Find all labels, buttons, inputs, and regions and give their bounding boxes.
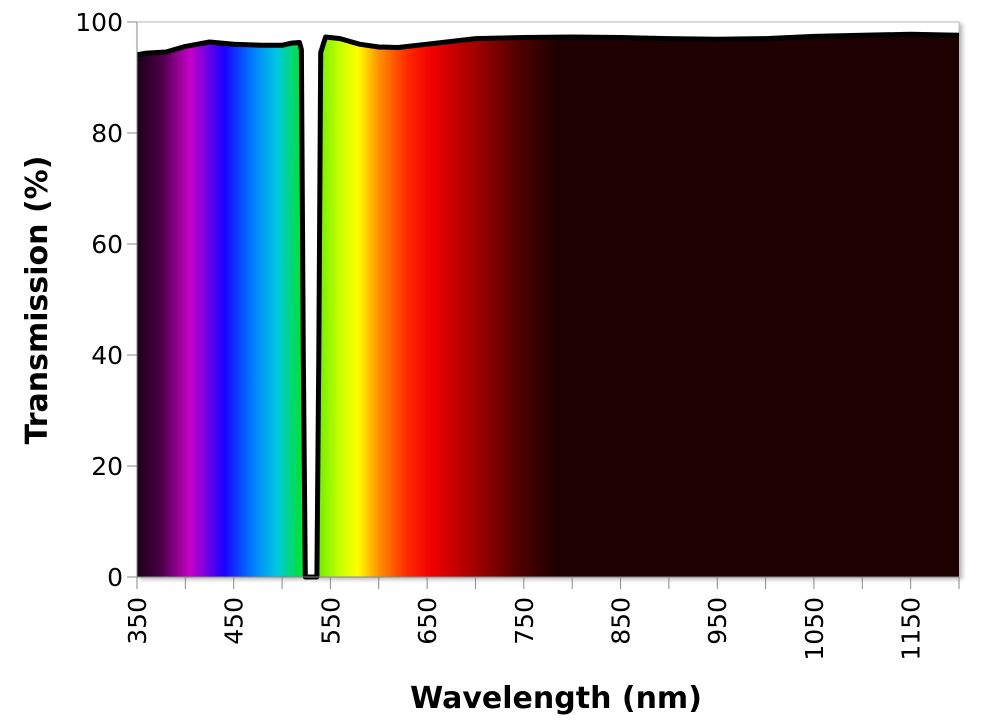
- x-tick-label: 550: [316, 597, 345, 645]
- y-tick-label: 0: [107, 563, 123, 592]
- x-tick-label: 450: [220, 597, 249, 645]
- x-tick-label: 1050: [800, 597, 829, 661]
- y-tick-label: 40: [91, 341, 123, 370]
- y-tick-label: 100: [75, 8, 123, 37]
- y-axis-title: Transmission (%): [20, 156, 55, 445]
- x-tick-label: 650: [413, 597, 442, 645]
- x-tick-label: 850: [607, 597, 636, 645]
- y-tick-label: 60: [91, 230, 123, 259]
- x-axis-title: Wavelength (nm): [410, 681, 702, 716]
- x-tick-label: 1150: [897, 597, 926, 661]
- x-tick-label: 750: [510, 597, 539, 645]
- y-tick-label: 20: [91, 452, 123, 481]
- transmission-area: [137, 34, 959, 577]
- transmission-line: [136, 31, 960, 580]
- x-tick-label: 350: [123, 597, 152, 645]
- y-tick-label: 80: [91, 119, 123, 148]
- x-tick-label: 950: [703, 597, 732, 645]
